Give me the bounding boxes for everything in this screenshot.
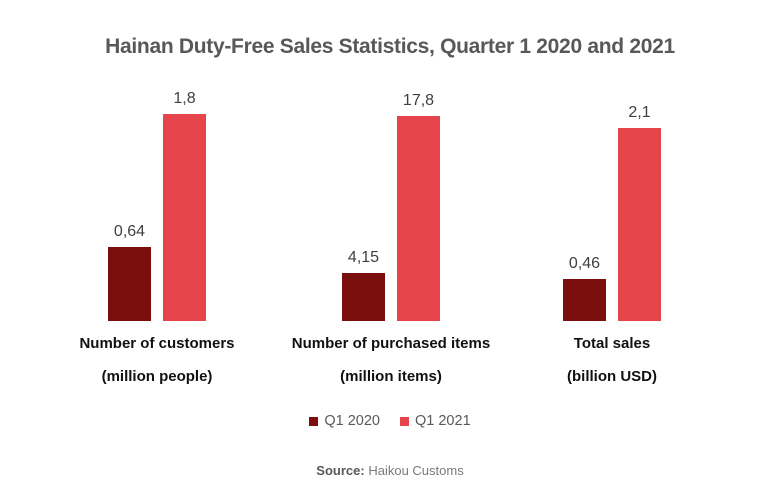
bar-q1-2020 [108,247,151,321]
legend-item-q1-2020: Q1 2020 [309,413,380,430]
category-label-line2: (million items) [340,368,442,385]
bar-column: 0,64 [108,91,151,321]
bar-column: 17,8 [397,91,440,321]
bar-column: 2,1 [618,91,661,321]
bar-pair: 0,64 1,8 [108,91,206,321]
legend: Q1 2020 Q1 2021 [0,413,780,430]
legend-swatch-q1-2020-icon [309,417,319,426]
bar-column: 1,8 [163,91,206,321]
value-label-q1-2021: 2,1 [628,104,651,121]
bar-pair: 4,15 17,8 [342,91,440,321]
value-label-q1-2021: 17,8 [402,92,435,109]
value-label-q1-2021: 1,8 [173,90,196,107]
category-label-line1: Number of purchased items [291,335,491,352]
bar-column: 4,15 [342,91,385,321]
bar-q1-2020 [563,279,606,321]
legend-swatch-q1-2021-icon [400,417,409,426]
bar-group-total-sales: 0,46 2,1 Total sales (billion USD) [492,91,732,386]
chart-title: Hainan Duty-Free Sales Statistics, Quart… [105,35,675,58]
value-label-q1-2020: 4,15 [347,249,380,266]
bar-group-purchased-items: 4,15 17,8 Number of purchased items (mil… [271,91,511,386]
bar-q1-2021 [397,116,440,321]
legend-label-q1-2021: Q1 2021 [415,413,471,429]
category-label-line2: (billion USD) [567,368,657,385]
bar-pair: 0,46 2,1 [563,91,661,321]
bar-column: 0,46 [563,91,606,321]
category-label-line1: Number of customers [79,335,235,352]
category-label-line1: Total sales [573,335,651,352]
value-label-q1-2020: 0,46 [568,255,601,272]
legend-label-q1-2020: Q1 2020 [324,413,380,429]
bar-q1-2021 [163,114,206,321]
source-text: Haikou Customs [368,463,464,478]
source-prefix: Source: [316,463,365,478]
value-label-q1-2020: 0,64 [113,223,146,240]
category-label-line2: (million people) [101,368,213,385]
legend-item-q1-2021: Q1 2021 [400,413,471,430]
bar-q1-2021 [618,128,661,321]
source-note: Source: Haikou Customs [0,463,780,479]
bar-q1-2020 [342,273,385,321]
bar-group-customers: 0,64 1,8 Number of customers (million pe… [37,91,277,386]
